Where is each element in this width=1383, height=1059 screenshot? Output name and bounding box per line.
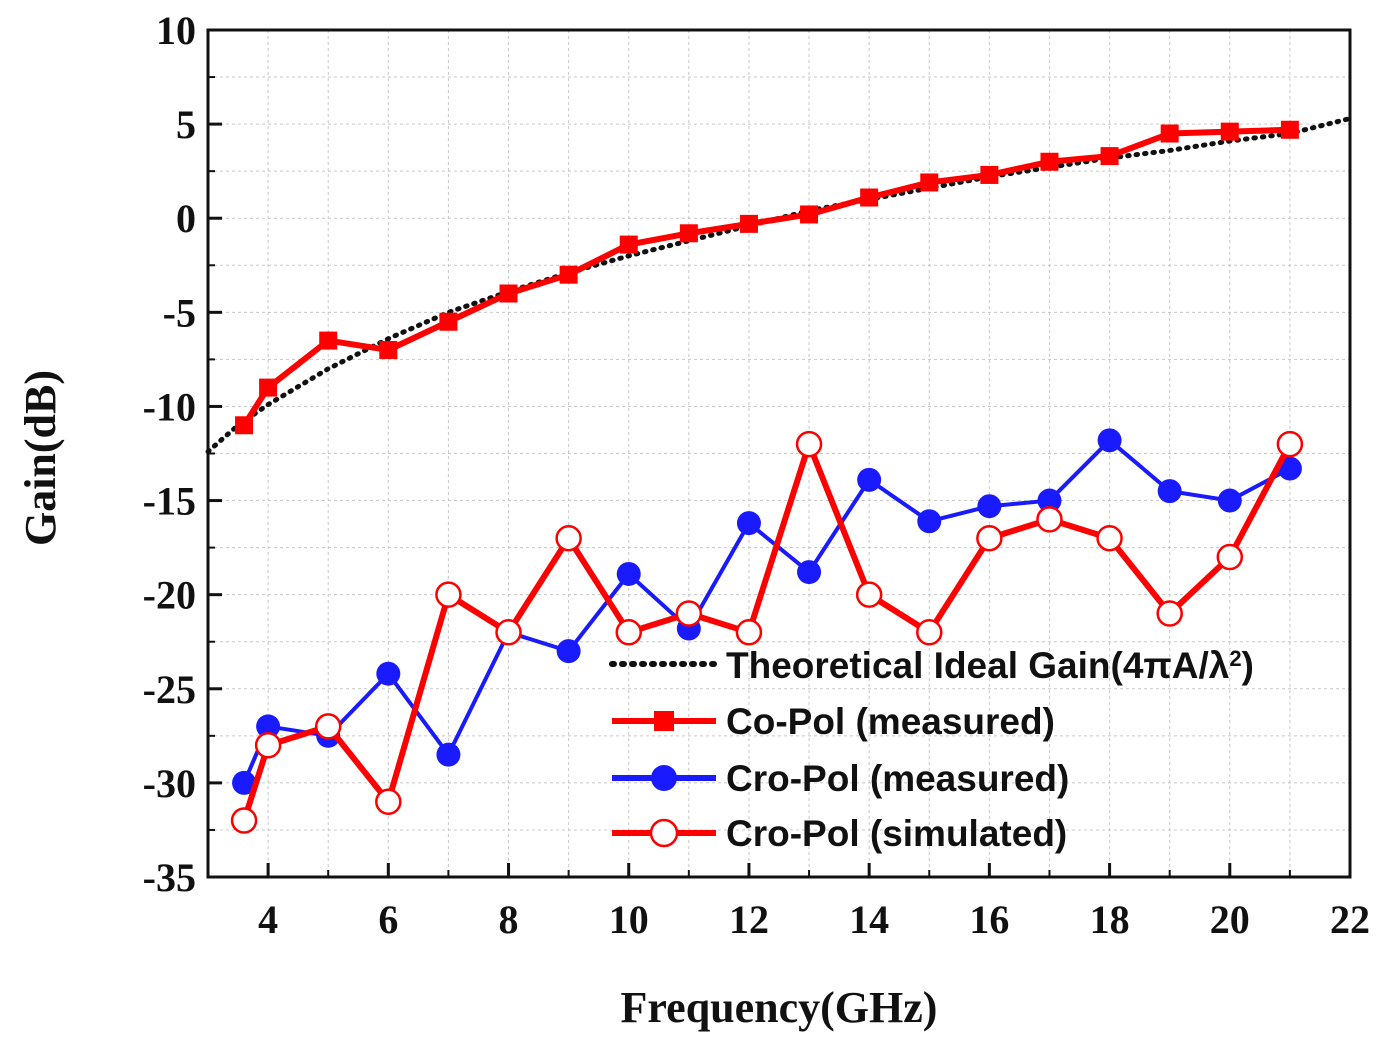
legend-item-co-pol-measured: Co-Pol (measured) — [612, 701, 1055, 742]
data-point — [736, 511, 761, 536]
data-point — [976, 524, 1003, 552]
y-tick-label: 10 — [156, 8, 196, 53]
data-point — [376, 661, 401, 686]
legend-label-cro-pol-simulated: Cro-Pol (simulated) — [726, 813, 1067, 854]
data-point — [1280, 120, 1299, 139]
data-point — [254, 731, 282, 759]
legend-marker-open-circle — [649, 818, 679, 848]
data-point — [1096, 524, 1123, 552]
data-point — [857, 467, 882, 492]
axis-ticks: 4 6 8 10 12 14 16 18 20 22 10 5 0 -5 -10 -15 -20 -25 -30 -3… — [143, 8, 1370, 942]
data-point — [1216, 543, 1244, 571]
data-point — [1037, 488, 1062, 513]
x-axis-title: Frequency(GHz) — [621, 983, 938, 1032]
x-tick-label: 12 — [729, 897, 769, 942]
data-point — [232, 770, 257, 795]
data-point — [675, 600, 703, 627]
data-point — [679, 224, 698, 243]
data-point — [977, 494, 1002, 519]
data-point — [980, 165, 999, 184]
legend-item-cro-pol-simulated: Cro-Pol (simulated) — [612, 813, 1067, 854]
data-point — [735, 619, 763, 646]
data-point — [616, 561, 641, 586]
y-tick-label: -5 — [163, 290, 196, 335]
data-point — [797, 560, 822, 585]
x-tick-label: 10 — [609, 897, 649, 942]
y-tick-label: 0 — [176, 196, 196, 241]
data-point — [435, 581, 462, 608]
data-point — [555, 524, 582, 552]
series-line — [205, 115, 1353, 455]
series-cro-pol-simulated — [230, 430, 1304, 834]
x-tick-label: 14 — [849, 897, 889, 942]
legend-label-co-pol-measured: Co-Pol (measured) — [726, 701, 1055, 742]
data-point — [379, 340, 398, 359]
y-tick-label: -15 — [143, 479, 196, 524]
data-point — [615, 619, 642, 646]
data-point — [556, 639, 581, 664]
grid-lines — [208, 30, 1350, 877]
data-point — [439, 312, 458, 331]
data-point — [235, 416, 254, 435]
data-point — [917, 509, 942, 534]
data-point — [256, 714, 281, 739]
data-point — [1040, 152, 1059, 171]
legend-label-cro-pol-measured: Cro-Pol (measured) — [726, 758, 1069, 799]
data-point — [920, 173, 939, 192]
data-point — [375, 788, 402, 815]
legend-item-theoretical: Theoretical Ideal Gain(4πA/λ2) — [609, 645, 1254, 686]
data-point — [1160, 124, 1179, 143]
x-tick-label: 16 — [969, 897, 1009, 942]
x-tick-label: 18 — [1090, 897, 1130, 942]
legend-label-theoretical: Theoretical Ideal Gain(4πA/λ2) — [726, 645, 1254, 686]
data-point — [230, 807, 258, 834]
data-point — [436, 742, 461, 767]
data-point — [855, 581, 883, 608]
x-tick-label: 6 — [378, 897, 398, 942]
data-point — [1276, 430, 1304, 458]
data-point — [1157, 479, 1182, 504]
x-tick-label: 22 — [1330, 897, 1370, 942]
data-point — [1100, 147, 1119, 166]
y-tick-label: -20 — [143, 573, 196, 618]
x-tick-label: 8 — [499, 897, 519, 942]
data-point — [259, 378, 278, 397]
legend: Theoretical Ideal Gain(4πA/λ2) Co-Pol (m… — [609, 645, 1254, 854]
y-tick-label: -35 — [143, 855, 196, 900]
data-point — [495, 619, 522, 646]
data-point — [319, 331, 338, 350]
data-point — [1217, 488, 1242, 513]
data-point — [739, 214, 758, 233]
series-layer — [205, 115, 1353, 834]
data-point — [499, 284, 518, 303]
data-point — [916, 619, 943, 646]
data-point — [800, 205, 819, 224]
data-point — [559, 265, 578, 284]
data-point — [860, 188, 879, 207]
data-point — [1097, 428, 1122, 453]
y-axis-title: Gain(dB) — [16, 370, 65, 546]
x-tick-label: 20 — [1210, 897, 1250, 942]
data-point — [1220, 122, 1239, 141]
series-theoretical-ideal-gain — [205, 115, 1353, 455]
y-tick-label: -25 — [143, 667, 196, 712]
data-point — [1156, 600, 1183, 627]
x-tick-label: 4 — [258, 897, 278, 942]
series-co-pol-measured — [235, 120, 1299, 435]
y-tick-label: -30 — [143, 761, 196, 806]
data-point — [795, 430, 823, 458]
y-tick-label: -10 — [143, 384, 196, 429]
legend-marker-filled-circle — [651, 765, 677, 791]
series-line — [241, 126, 1290, 427]
y-tick-label: 5 — [176, 102, 196, 147]
data-point — [314, 713, 342, 740]
data-point — [619, 235, 638, 254]
data-point — [1277, 456, 1302, 481]
legend-item-cro-pol-measured: Cro-Pol (measured) — [612, 758, 1069, 799]
data-point — [1036, 506, 1063, 533]
legend-marker-square — [654, 711, 674, 731]
